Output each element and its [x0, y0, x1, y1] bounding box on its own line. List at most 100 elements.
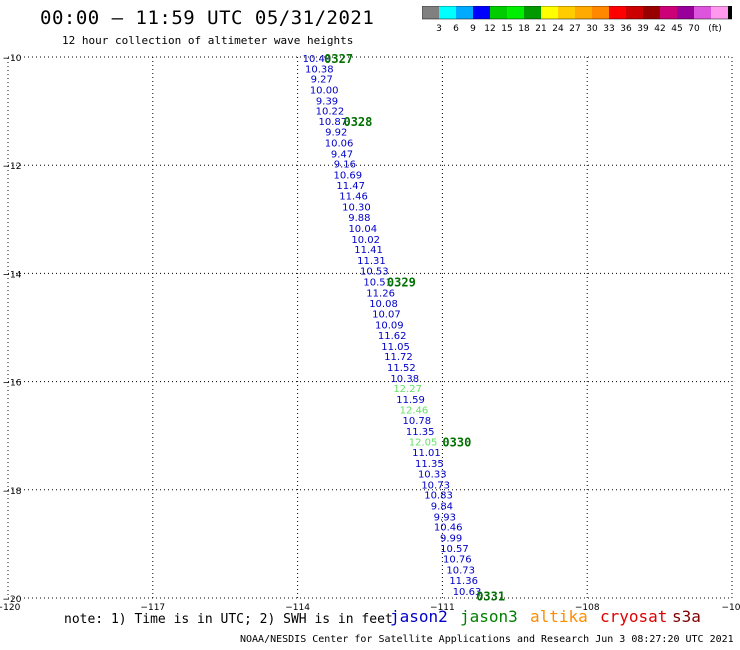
colorbar-swatch — [524, 6, 541, 19]
swh-data-label: 10.87 — [319, 117, 348, 128]
colorbar-swatch — [507, 6, 524, 19]
colorbar-swatch — [592, 6, 609, 19]
swh-data-label: 12.27 — [393, 384, 422, 395]
x-tick-label: −108 — [575, 603, 600, 612]
swh-data-label: 10.49 — [303, 54, 332, 65]
legend-altika: altika — [530, 607, 588, 626]
colorbar-label: 15 — [501, 24, 512, 34]
legend-jason3: jason3 — [460, 607, 518, 626]
y-tick-label: −18 — [3, 487, 22, 497]
x-tick-label: −111 — [430, 603, 455, 612]
swh-data-label: 11.26 — [366, 288, 395, 299]
swh-data-label: 9.88 — [348, 213, 370, 224]
plot-frame — [7, 56, 733, 599]
y-tick-label: −16 — [3, 379, 22, 389]
swh-data-label: 10.00 — [310, 85, 339, 96]
colorbar-label: 42 — [654, 24, 665, 34]
swh-data-label: 10.07 — [372, 309, 401, 320]
colorbar-label: 39 — [637, 24, 649, 34]
time-label: 0331 — [476, 589, 505, 603]
swh-data-label: 9.84 — [431, 501, 453, 512]
swh-data-label: 10.53 — [360, 267, 389, 278]
colorbar-swatch — [541, 6, 558, 19]
swh-data-label: 10.83 — [424, 491, 453, 502]
swh-data-label: 10.73 — [446, 565, 475, 576]
legend-cryosat: cryosat — [600, 607, 668, 626]
colorbar-swatch — [490, 6, 507, 19]
swh-data-label: 10.76 — [443, 555, 472, 566]
colorbar-frame — [422, 6, 732, 20]
colorbar-swatch — [422, 6, 439, 19]
colorbar-label: 33 — [603, 24, 614, 34]
swh-data-label: 9.92 — [325, 128, 347, 139]
footer-note: note: 1) Time is in UTC; 2) SWH is in fe… — [64, 612, 393, 627]
colorbar-label: 6 — [453, 24, 459, 34]
swh-data-label: 11.41 — [354, 245, 383, 256]
swh-data-label: 12.05 — [409, 438, 438, 449]
chart-title: 00:00 – 11:59 UTC 05/31/2021 — [40, 7, 375, 29]
y-tick-label: −10 — [3, 54, 22, 64]
colorbar-unit: (ft) — [708, 24, 722, 34]
swh-data-label: 10.33 — [418, 470, 447, 481]
swh-data-label: 11.31 — [357, 256, 386, 267]
colorbar-swatch — [626, 6, 643, 19]
swh-data-label: 10.78 — [402, 416, 431, 427]
colorbar-label: 21 — [535, 24, 546, 34]
swh-data-label: 11.47 — [336, 181, 365, 192]
x-tick-label: −114 — [285, 603, 310, 612]
y-tick-label: −20 — [3, 595, 22, 605]
colorbar-label: 70 — [688, 24, 700, 34]
colorbar-swatch — [558, 6, 575, 19]
colorbar-label: 9 — [470, 24, 476, 34]
colorbar-swatch — [609, 6, 626, 19]
colorbar-swatch — [575, 6, 592, 19]
swh-data-label: 10.06 — [325, 138, 354, 149]
colorbar-swatch — [456, 6, 473, 19]
colorbar-swatch — [643, 6, 660, 19]
time-label: 0328 — [343, 115, 372, 129]
swh-data-label: 10.22 — [316, 107, 345, 118]
swh-data-label: 11.62 — [378, 331, 407, 342]
footer-credit: NOAA/NESDIS Center for Satellite Applica… — [240, 634, 734, 645]
swh-data-label: 10.04 — [348, 224, 377, 235]
swh-data-label: 10.02 — [351, 235, 380, 246]
legend-s3a: s3a — [672, 607, 701, 626]
colorbar-swatch — [677, 6, 694, 19]
x-tick-label: −117 — [140, 603, 165, 612]
colorbar-swatch — [473, 6, 490, 19]
time-label: 0327 — [324, 52, 353, 66]
colorbar-label: 27 — [569, 24, 580, 34]
wave-height-plot: −10 −12 −14 −16 −18 −20−120 −117 −114 −111 −108 −1… — [0, 52, 740, 612]
swh-data-label: 12.46 — [400, 406, 429, 417]
swh-data-label: 10.46 — [434, 523, 463, 534]
colorbar-swatch — [728, 6, 732, 19]
colorbar-label: 45 — [671, 24, 682, 34]
y-tick-label: −14 — [3, 270, 22, 280]
swh-data-label: 11.35 — [406, 427, 435, 438]
time-label: 0330 — [442, 436, 471, 450]
swh-data-label: 11.46 — [339, 191, 368, 202]
colorbar-label: 36 — [620, 24, 632, 34]
swh-data-label: 11.36 — [449, 576, 478, 587]
colorbar-label: 3 — [436, 24, 442, 34]
swh-data-label: 11.52 — [387, 363, 416, 374]
swh-data-label: 10.09 — [375, 320, 404, 331]
swh-data-label: 9.99 — [440, 533, 462, 544]
swh-data-label: 10.38 — [305, 64, 334, 75]
time-label: 0329 — [387, 276, 416, 290]
colorbar-label: 24 — [552, 24, 564, 34]
swh-data-label: 9.47 — [331, 149, 353, 160]
swh-data-label: 11.59 — [396, 395, 425, 406]
colorbar-swatch — [660, 6, 677, 19]
swh-data-label: 9.93 — [434, 512, 456, 523]
y-tick-label: −12 — [3, 162, 22, 172]
swh-data-label: 9.16 — [334, 160, 356, 171]
swh-data-label: 10.63 — [453, 587, 482, 598]
colorbar-swatch — [694, 6, 711, 19]
swh-data-label: 9.27 — [311, 75, 333, 86]
swh-data-label: 11.05 — [381, 342, 410, 353]
swh-data-label: 10.57 — [440, 544, 469, 555]
swh-data-label: 11.72 — [384, 352, 413, 363]
swh-data-label: 10.69 — [333, 170, 362, 181]
chart-subtitle: 12 hour collection of altimeter wave hei… — [62, 34, 354, 47]
